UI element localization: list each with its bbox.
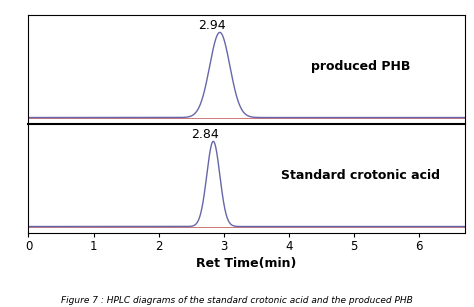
Text: Figure 7 : HPLC diagrams of the standard crotonic acid and the produced PHB: Figure 7 : HPLC diagrams of the standard… — [61, 297, 413, 305]
Text: Standard crotonic acid: Standard crotonic acid — [281, 169, 440, 182]
Text: produced PHB: produced PHB — [310, 60, 410, 73]
Text: 2.84: 2.84 — [191, 127, 219, 141]
Text: 2.94: 2.94 — [198, 18, 226, 32]
X-axis label: Ret Time(min): Ret Time(min) — [196, 258, 297, 270]
